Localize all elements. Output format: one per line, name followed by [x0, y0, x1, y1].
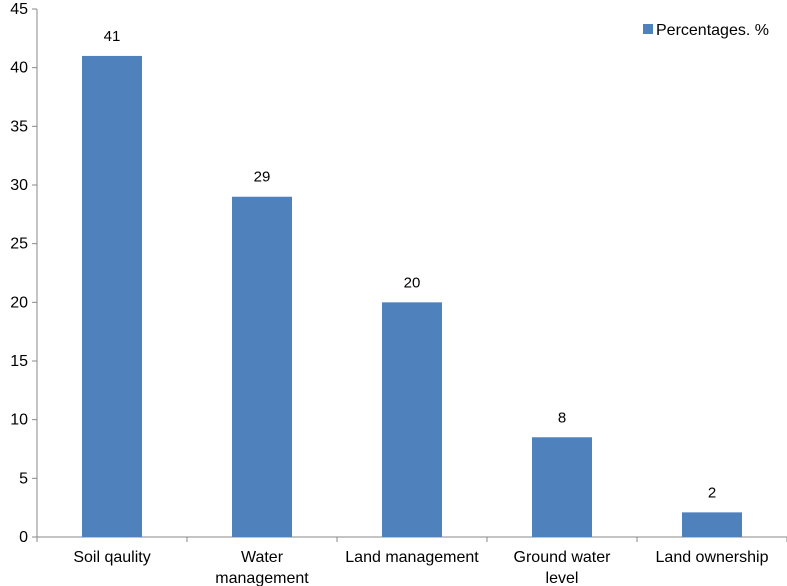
- y-tick-label: 20: [10, 294, 28, 311]
- x-tick-label: Soil qaulity: [73, 549, 150, 566]
- y-tick-label: 35: [10, 118, 28, 135]
- y-tick-label: 15: [10, 353, 28, 370]
- y-tick-label: 45: [10, 1, 28, 18]
- x-tick-label: Ground water: [514, 549, 612, 566]
- y-tick-label: 0: [19, 529, 28, 546]
- y-tick-label: 40: [10, 60, 28, 77]
- data-label: 8: [558, 409, 566, 426]
- bar: [382, 302, 442, 537]
- legend-label: Percentages. %: [656, 22, 769, 39]
- axes: 0 5 10 15 20 25 30 35 40 45: [10, 1, 787, 546]
- bars: [82, 55, 742, 537]
- legend-swatch: [643, 24, 653, 34]
- data-label: 29: [254, 169, 271, 186]
- data-label: 2: [708, 484, 716, 501]
- x-tick-label: Land ownership: [656, 549, 769, 566]
- data-label: 20: [404, 274, 421, 291]
- y-tick-label: 5: [19, 470, 28, 487]
- x-tick-label: level: [546, 570, 579, 586]
- bar: [682, 512, 742, 537]
- bar: [532, 437, 592, 537]
- y-tick-label: 30: [10, 177, 28, 194]
- x-tick-label: Land management: [345, 549, 479, 566]
- x-tick-label: management: [215, 570, 309, 586]
- y-tick-label: 25: [10, 236, 28, 253]
- legend: Percentages. %: [643, 22, 769, 39]
- bar: [232, 196, 292, 537]
- x-tick-label: Water: [241, 549, 284, 566]
- labels: 41 Soil qaulity 29 Water management 20 Land ma…: [73, 28, 768, 586]
- y-tick-label: 10: [10, 412, 28, 429]
- data-label: 41: [104, 28, 121, 45]
- bar: [82, 55, 142, 537]
